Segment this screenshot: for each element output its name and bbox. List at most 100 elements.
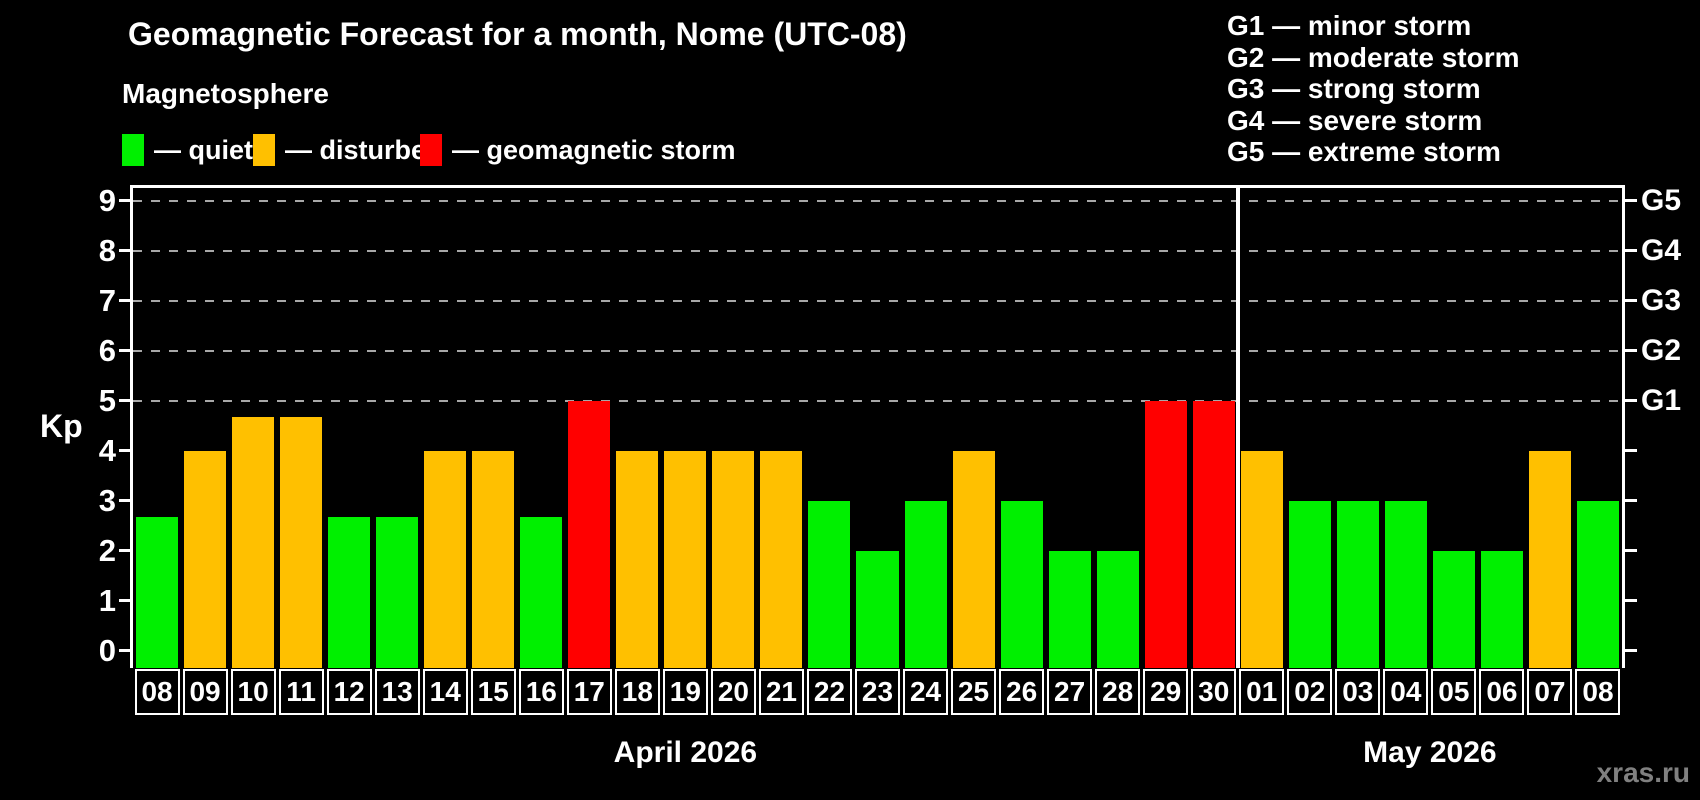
date-box-april-29: 29: [1143, 669, 1189, 715]
legend-item-storm: — geomagnetic storm: [420, 133, 736, 167]
left-tick-kp6: [119, 349, 130, 352]
kp-bar-may-05: [1432, 550, 1475, 668]
right-tick-kp3: [1625, 499, 1637, 502]
date-box-may-01: 01: [1239, 669, 1285, 715]
right-tick-kp5: [1625, 399, 1637, 402]
g-scale-label-g4: G4: [1641, 233, 1682, 267]
kp-bar-april-24: [904, 500, 947, 668]
storm-scale-g5: G5 — extreme storm: [1227, 136, 1501, 167]
kp-bar-april-18: [616, 450, 659, 668]
kp-bar-april-09: [184, 450, 227, 668]
disturbed-color-swatch: [253, 134, 275, 166]
gridline-kp7: [133, 299, 1622, 302]
right-tick-kp8: [1625, 249, 1637, 252]
date-box-april-16: 16: [518, 669, 564, 715]
right-tick-kp1: [1625, 599, 1637, 602]
gridline-kp6: [133, 349, 1622, 352]
kp-bar-april-10: [232, 417, 275, 668]
date-box-april-11: 11: [278, 669, 324, 715]
date-box-april-23: 23: [854, 669, 900, 715]
gridline-kp5: [133, 399, 1622, 402]
y-tick-label-4: 4: [98, 432, 116, 468]
left-tick-kp1: [119, 599, 130, 602]
legend-item-quiet: — quiet: [122, 133, 253, 167]
y-tick-label-5: 5: [98, 382, 116, 418]
left-tick-kp7: [119, 299, 130, 302]
storm-scale-g4: G4 — severe storm: [1227, 104, 1483, 136]
date-box-april-15: 15: [470, 669, 516, 715]
left-tick-kp5: [119, 399, 130, 402]
left-tick-kp2: [119, 549, 130, 552]
date-box-april-25: 25: [951, 669, 997, 715]
date-box-april-27: 27: [1047, 669, 1093, 715]
kp-bar-may-02: [1288, 500, 1331, 668]
date-box-april-10: 10: [230, 669, 276, 715]
kp-bar-april-27: [1048, 550, 1091, 668]
y-tick-label-6: 6: [98, 332, 116, 368]
plot-area: [130, 185, 1625, 668]
kp-bar-april-13: [376, 517, 419, 668]
chart-subtitle: Magnetosphere: [122, 78, 329, 109]
storm-scale-g1: G1 — minor storm: [1227, 10, 1472, 41]
legend-label-disturbed: — disturbed: [285, 134, 443, 165]
date-box-april-14: 14: [422, 669, 468, 715]
g-scale-label-g5: G5: [1641, 183, 1682, 217]
kp-bar-april-25: [952, 450, 995, 668]
gridline-kp8: [133, 249, 1622, 252]
date-box-april-17: 17: [566, 669, 612, 715]
kp-bar-april-29: [1144, 400, 1187, 668]
right-tick-kp6: [1625, 349, 1637, 352]
date-box-may-04: 04: [1383, 669, 1429, 715]
plot-inner: [133, 188, 1622, 668]
chart-title: Geomagnetic Forecast for a month, Nome (…: [128, 16, 907, 52]
storm-scale-g3: G3 — strong storm: [1227, 73, 1481, 104]
y-tick-label-2: 2: [98, 532, 116, 568]
y-tick-label-1: 1: [98, 582, 116, 618]
left-tick-kp4: [119, 449, 130, 452]
legend-item-disturbed: — disturbed: [253, 133, 443, 167]
kp-bar-april-20: [712, 450, 755, 668]
date-box-april-28: 28: [1095, 669, 1141, 715]
date-box-may-07: 07: [1527, 669, 1573, 715]
watermark: xras.ru: [1596, 757, 1690, 788]
y-tick-label-8: 8: [98, 232, 116, 268]
y-tick-label-0: 0: [98, 632, 116, 668]
y-tick-label-7: 7: [98, 282, 116, 318]
date-box-april-08: 08: [134, 669, 180, 715]
date-box-may-06: 06: [1479, 669, 1525, 715]
date-box-april-19: 19: [662, 669, 708, 715]
kp-bar-april-23: [856, 550, 899, 668]
kp-bar-april-14: [424, 450, 467, 668]
kp-bar-april-30: [1192, 400, 1235, 668]
kp-bar-april-17: [568, 400, 611, 668]
y-tick-label-9: 9: [98, 182, 116, 218]
kp-bar-april-12: [328, 517, 371, 668]
legend-label-storm: — geomagnetic storm: [452, 134, 736, 165]
month-label-april: April 2026: [613, 736, 758, 769]
kp-bar-may-06: [1480, 550, 1523, 668]
left-tick-kp3: [119, 499, 130, 502]
y-tick-label-3: 3: [98, 482, 116, 518]
month-label-may: May 2026: [1363, 736, 1497, 769]
right-tick-kp9: [1625, 199, 1637, 202]
date-box-april-09: 09: [182, 669, 228, 715]
left-tick-kp0: [119, 649, 130, 652]
kp-bar-may-04: [1384, 500, 1427, 668]
g-scale-label-g1: G1: [1641, 383, 1682, 417]
kp-bar-april-08: [136, 517, 179, 668]
g-scale-label-g3: G3: [1641, 283, 1682, 317]
date-box-may-08: 08: [1575, 669, 1621, 715]
date-box-april-18: 18: [614, 669, 660, 715]
kp-bar-april-19: [664, 450, 707, 668]
legend-label-quiet: — quiet: [154, 134, 253, 165]
right-tick-kp4: [1625, 449, 1637, 452]
kp-bar-april-21: [760, 450, 803, 668]
right-tick-kp7: [1625, 299, 1637, 302]
date-box-april-22: 22: [806, 669, 852, 715]
kp-bar-april-16: [520, 517, 563, 668]
date-box-may-03: 03: [1335, 669, 1381, 715]
y-axis-title: Kp: [40, 408, 83, 444]
date-box-may-05: 05: [1431, 669, 1477, 715]
storm-scale-g2: G2 — moderate storm: [1227, 41, 1520, 73]
